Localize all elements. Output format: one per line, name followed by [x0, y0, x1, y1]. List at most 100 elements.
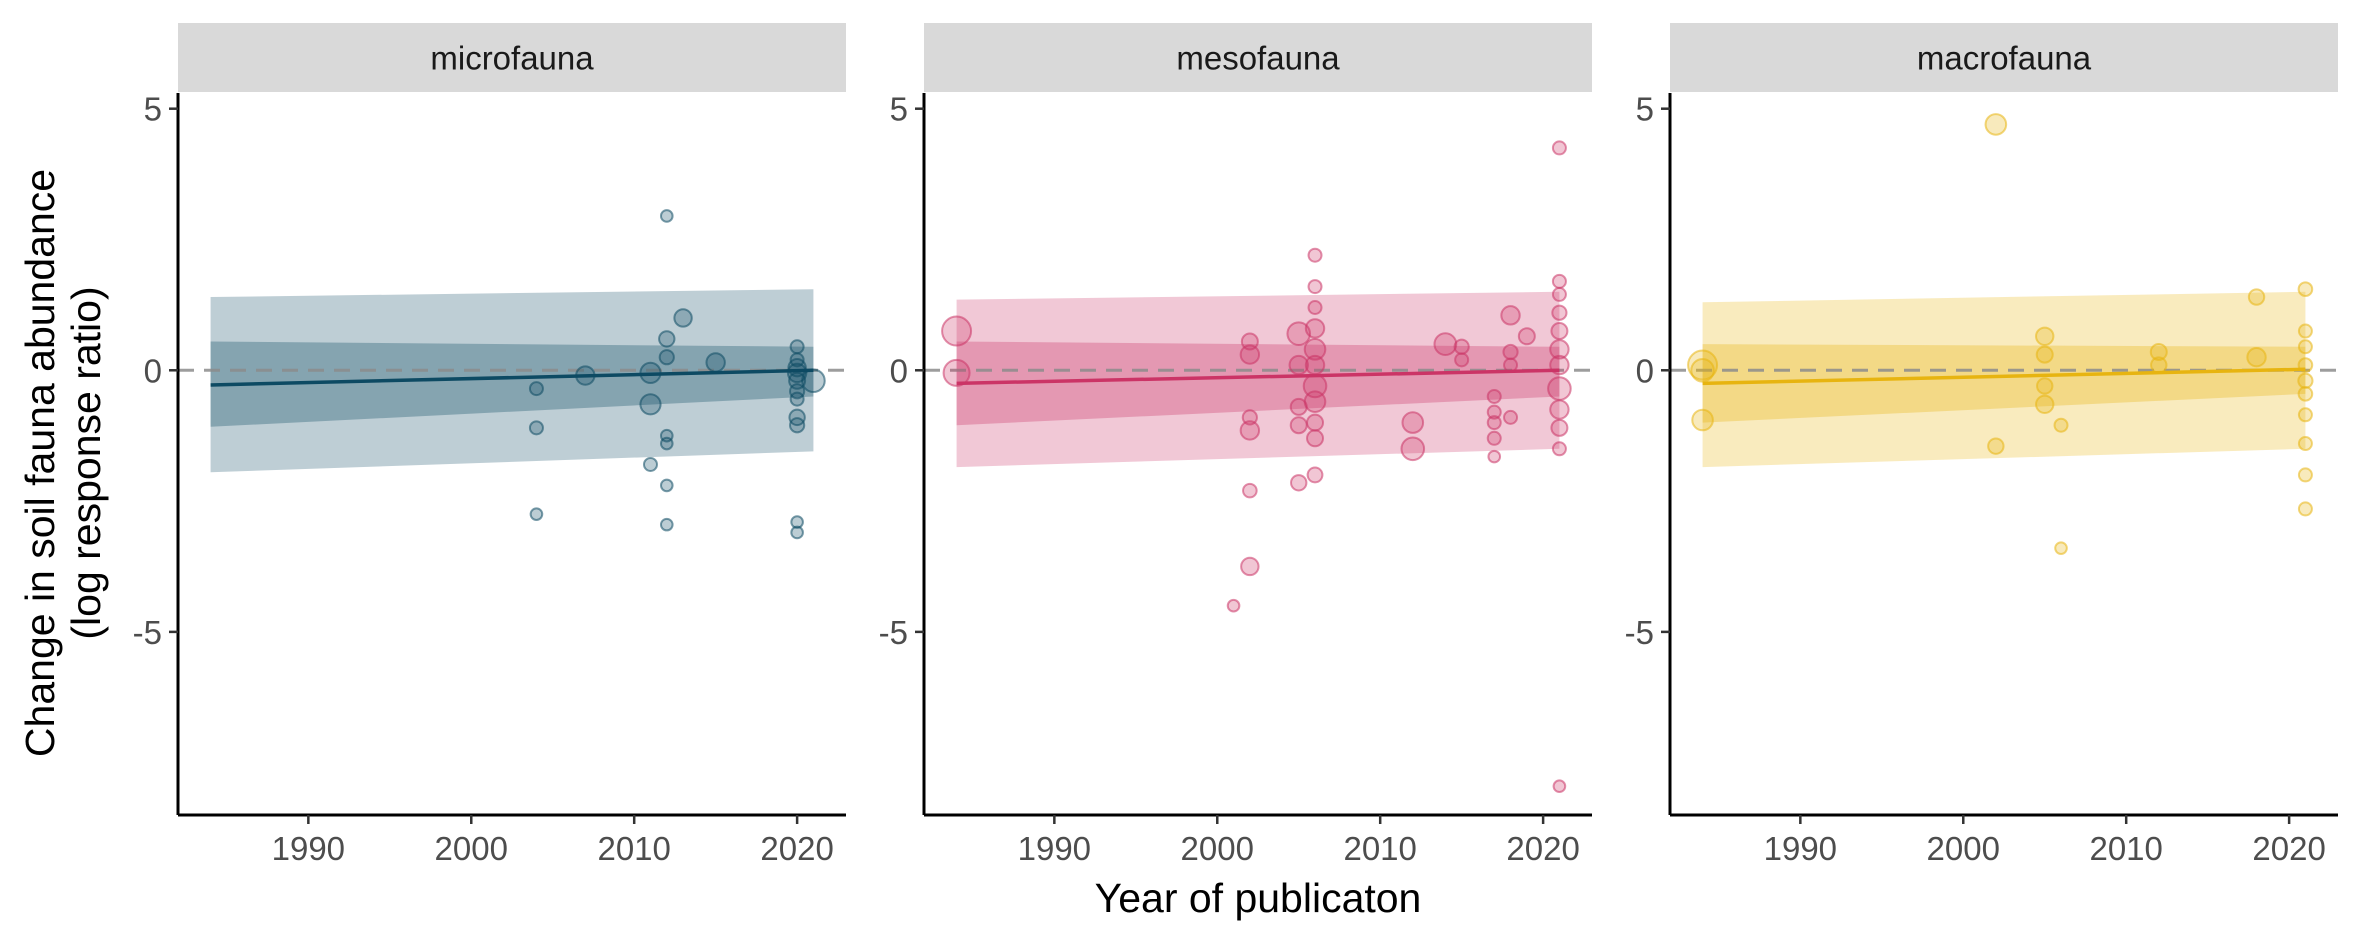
y-tick-label: -5 — [133, 614, 162, 651]
data-point — [2054, 541, 2068, 555]
data-point — [659, 209, 674, 223]
facet-strip-label: microfauna — [430, 40, 594, 77]
data-point — [1547, 376, 1572, 401]
data-point — [789, 339, 805, 355]
x-tick-label: 1990 — [1764, 830, 1837, 867]
ci-band-inner — [956, 341, 1560, 426]
data-point — [2053, 417, 2069, 433]
data-point — [1400, 436, 1426, 462]
data-point — [528, 420, 544, 436]
data-point — [1517, 327, 1536, 346]
y-tick-label: 0 — [1636, 352, 1654, 389]
data-point — [659, 436, 674, 451]
data-point — [1550, 418, 1569, 437]
data-point — [1304, 354, 1326, 376]
data-point — [1687, 349, 1719, 381]
x-tick-label: 2010 — [597, 830, 670, 867]
data-point — [1454, 352, 1470, 368]
data-point — [642, 456, 658, 472]
data-point — [1987, 437, 2005, 455]
data-point — [1500, 305, 1521, 326]
data-point — [1984, 113, 2008, 136]
data-point — [1453, 338, 1470, 355]
data-point — [2297, 467, 2313, 483]
data-point — [801, 368, 826, 394]
data-point — [1551, 273, 1567, 289]
data-point — [1303, 390, 1327, 413]
data-point — [1307, 300, 1323, 316]
data-point — [2246, 347, 2267, 368]
y-axis-title-line-2: (log response ratio) — [63, 286, 109, 639]
data-point — [1502, 343, 1519, 361]
trend-line — [956, 368, 1560, 386]
data-point — [2297, 372, 2314, 389]
data-point — [1487, 449, 1502, 464]
data-point — [1306, 429, 1325, 448]
data-point — [1486, 415, 1502, 431]
data-point — [658, 349, 675, 366]
data-point — [1486, 404, 1502, 420]
trend-line — [210, 368, 814, 387]
data-point — [1690, 357, 1715, 383]
data-point — [2297, 281, 2314, 297]
y-tick-label: -5 — [879, 614, 908, 651]
y-tick-label: 5 — [1636, 91, 1654, 128]
y-tick-label: 0 — [144, 352, 162, 389]
x-tick-label: 1990 — [272, 830, 345, 867]
data-point — [2035, 345, 2054, 364]
data-point — [941, 315, 973, 347]
facet-strip-mesofauna — [924, 23, 1592, 92]
data-point — [1307, 279, 1323, 295]
data-point — [790, 515, 804, 529]
data-point — [1486, 430, 1502, 446]
data-point — [1433, 332, 1458, 357]
data-point — [639, 393, 662, 416]
data-point — [1549, 339, 1570, 360]
data-point — [705, 352, 726, 373]
x-axis-title: Year of publicaton — [1095, 875, 1422, 921]
data-point — [528, 381, 544, 397]
y-tick-label: -5 — [1625, 614, 1654, 651]
data-point — [1550, 322, 1569, 341]
data-point — [2247, 288, 2266, 306]
data-point — [658, 330, 676, 348]
x-tick-label: 2000 — [1181, 830, 1254, 867]
data-point — [1226, 598, 1241, 613]
panels-layer: microfauna 5 0 -5 1990 2000 2010 2020 mesofauna 5… — [133, 23, 2338, 867]
trend-line — [1702, 367, 2306, 386]
data-point — [1303, 338, 1327, 361]
data-point — [2297, 339, 2313, 355]
x-tick-label: 2020 — [2252, 830, 2325, 867]
data-point — [1242, 482, 1258, 499]
data-point — [2297, 323, 2313, 339]
panel-mesofauna: mesofauna 5 0 -5 1990 2000 2010 2020 — [879, 23, 1592, 867]
data-point — [1549, 399, 1570, 420]
data-point — [789, 417, 806, 434]
x-tick-label: 1990 — [1018, 830, 1091, 867]
data-point — [529, 507, 544, 521]
data-point — [1551, 140, 1567, 156]
data-point — [1552, 779, 1567, 794]
facet-strip-label: mesofauna — [1176, 40, 1340, 77]
ci-band-outer — [1702, 291, 2306, 468]
data-point — [1289, 416, 1308, 435]
data-point — [1306, 413, 1325, 432]
data-point — [1551, 286, 1567, 302]
data-point — [942, 358, 971, 387]
data-point — [1401, 411, 1425, 434]
ci-band-outer — [210, 289, 814, 473]
ci-band-inner — [1702, 344, 2306, 423]
data-point — [2297, 501, 2313, 517]
data-point — [1551, 441, 1567, 457]
x-tick-label: 2000 — [1927, 830, 2000, 867]
data-point — [2297, 407, 2313, 423]
data-point — [2150, 356, 2168, 374]
data-point — [2035, 394, 2055, 414]
data-point — [1551, 304, 1568, 321]
y-axis-title-line-1: Change in soil fauna abundance — [17, 169, 63, 757]
x-tick-label: 2020 — [760, 830, 833, 867]
data-point — [789, 391, 805, 407]
data-point — [2297, 436, 2313, 452]
data-point — [659, 517, 674, 532]
